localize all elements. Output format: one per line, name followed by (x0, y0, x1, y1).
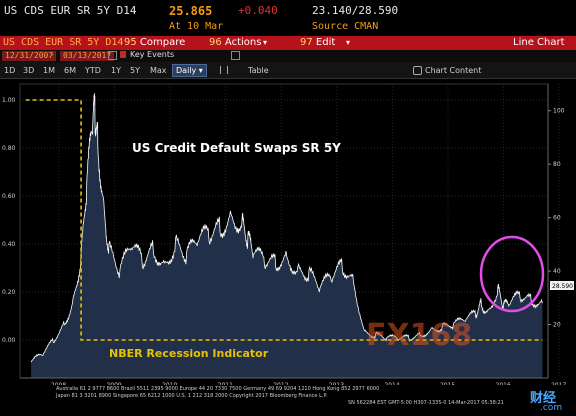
compare-menu[interactable]: 95 Compare (124, 36, 185, 50)
highlight-circle (479, 235, 545, 313)
footer-contacts-line2: Japan 81 3 3201 8900 Singapore 65 6212 1… (56, 393, 328, 399)
actions-key: 96 (209, 37, 222, 48)
right-axis-tick-label: 100 (553, 108, 565, 115)
recession-annotation: NBER Recession Indicator (109, 347, 269, 360)
tab-6m[interactable]: 6M (64, 66, 76, 75)
last-value-tag (550, 281, 574, 290)
frequency-label: Daily (176, 66, 197, 75)
key-events-label[interactable]: Key Events (130, 50, 175, 59)
left-axis-tick-label: 0.80 (2, 145, 16, 152)
brand-logo-cn: 财经 (530, 391, 557, 406)
data-source: Source CMAN (312, 21, 379, 32)
right-axis: 100 80 60 40 20 (547, 84, 565, 378)
edit-label: Edit (315, 37, 336, 48)
chart-content-button[interactable]: Chart Content (425, 66, 482, 75)
price-change: +0.040 (238, 4, 278, 17)
left-axis: 1.00 0.80 0.60 0.40 0.20 0.00 (2, 97, 16, 344)
right-axis-tick-label: 40 (553, 268, 561, 275)
function-bar: US CDS EUR SR 5Y D14 95 Compare 96 Actio… (0, 36, 576, 50)
frequency-dropdown[interactable]: Daily ▾ (172, 64, 207, 77)
last-price: 25.865 (169, 4, 213, 18)
left-axis-tick-label: 0.60 (2, 193, 16, 200)
right-axis-tick-label: 20 (553, 322, 561, 329)
cds-series-line (30, 93, 543, 363)
tab-5y[interactable]: 5Y (130, 66, 140, 75)
price-range: 23.140/28.590 (312, 4, 399, 17)
ticker-title: US CDS EUR SR 5Y D14 (4, 4, 137, 17)
actions-dropdown-icon[interactable]: ▾ (263, 38, 268, 47)
chart-style-icon[interactable] (220, 66, 228, 74)
footer-contacts-line1: Australia 61 2 9777 8600 Brazil 5511 239… (56, 386, 380, 392)
edit-key: 97 (300, 37, 313, 48)
actions-menu[interactable]: 96 Actions (209, 36, 261, 50)
actions-label: Actions (224, 37, 262, 48)
as-of-date: At 10 Mar (169, 21, 224, 32)
tab-max[interactable]: Max (150, 66, 167, 75)
date-range-bar: 12/31/2007 - 03/13/2017 Key Events (0, 50, 576, 62)
tab-1y[interactable]: 1Y (111, 66, 121, 75)
chart-content-gear-icon[interactable] (413, 66, 422, 75)
chart-type-label[interactable]: Line Chart (513, 37, 565, 48)
date-separator: - (50, 50, 55, 59)
left-axis-tick-label: 0.40 (2, 241, 16, 248)
quote-header: US CDS EUR SR 5Y D14 25.865 +0.040 23.14… (0, 0, 576, 36)
edit-dropdown-icon[interactable]: ▾ (346, 38, 351, 47)
chart-title: US Credit Default Swaps SR 5Y (132, 141, 341, 155)
settings-icon[interactable] (231, 51, 240, 60)
end-date-field[interactable]: 03/13/2017 (60, 51, 115, 61)
right-axis-tick-label: 60 (553, 215, 561, 222)
toolbar-ticker[interactable]: US CDS EUR SR 5Y D14 (3, 37, 124, 48)
compare-key: 95 (124, 37, 137, 48)
chart-series-layer (25, 93, 543, 378)
right-axis-tick-label: 80 (553, 161, 561, 168)
tab-table[interactable]: Table (248, 66, 269, 75)
calendar-icon[interactable] (108, 51, 117, 60)
tab-1d[interactable]: 1D (4, 66, 16, 75)
cds-area-fill (31, 93, 543, 378)
key-events-flag-icon (120, 51, 126, 58)
tab-ytd[interactable]: YTD (85, 66, 101, 75)
recession-indicator-line (25, 99, 543, 341)
brand-logo-en: .com (540, 403, 563, 413)
start-date-field[interactable]: 12/31/2007 (2, 51, 57, 61)
tab-1m[interactable]: 1M (43, 66, 55, 75)
compare-label: Compare (139, 37, 186, 48)
last-value-label: 28.590 (552, 283, 573, 290)
edit-menu[interactable]: 97 Edit (300, 36, 335, 50)
footer: Australia 61 2 9777 8600 Brazil 5511 239… (0, 385, 576, 416)
line-chart: 1.00 0.80 0.60 0.40 0.20 0.00 100 80 60 40 20 20 0… (2, 83, 574, 389)
watermark: FX168 (366, 318, 472, 353)
left-axis-tick-label: 1.00 (2, 97, 16, 104)
left-axis-tick-label: 0.20 (2, 289, 16, 296)
footer-session-line: SN 562284 EST GMT-5:00 H307-1335-0 14-Ma… (348, 400, 504, 406)
tab-3d[interactable]: 3D (23, 66, 35, 75)
left-axis-tick-label: 0.00 (2, 337, 16, 344)
period-tabs: 1D 3D 1M 6M YTD 1Y 5Y Max Daily ▾ Table … (0, 62, 576, 79)
